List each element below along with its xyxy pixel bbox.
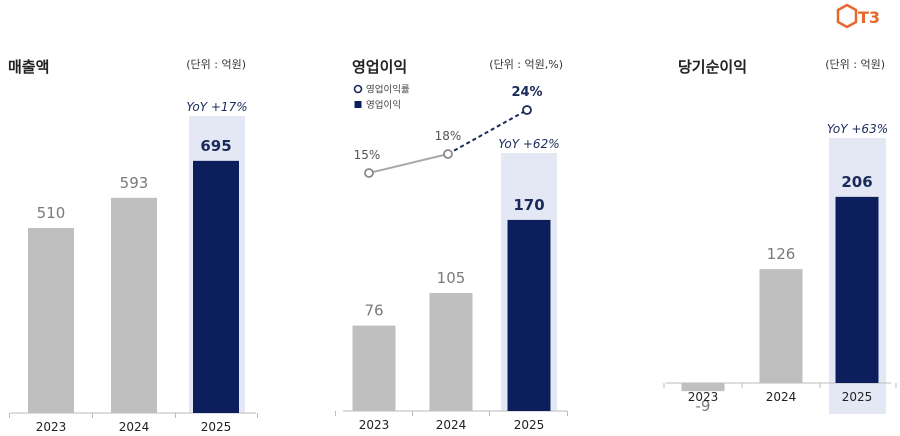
margin-line-segment bbox=[368, 153, 449, 174]
bar-2023 bbox=[681, 383, 725, 392]
bar-value-label: 695 bbox=[200, 137, 231, 155]
bar-value-label: 510 bbox=[37, 204, 66, 222]
margin-point-label: 18% bbox=[435, 129, 462, 143]
chart-1: 매출액 (단위 : 억원) YoY +17% 510 2023 593 2024 695 202… bbox=[8, 58, 258, 434]
chart-title: 영업이익 bbox=[352, 58, 407, 76]
unit-label: (단위 : 억원,%) bbox=[489, 58, 563, 71]
bar-2024 bbox=[429, 292, 473, 411]
bar-2024 bbox=[759, 269, 803, 383]
bar-2025 bbox=[835, 196, 879, 383]
bar-value-label: 76 bbox=[364, 302, 383, 320]
chart-2: 영업이익 (단위 : 억원,%) YoY +62% 76 2023 105 2024 170 2… bbox=[335, 58, 568, 432]
legend-line-label: 영업이익률 bbox=[366, 84, 410, 96]
x-tick-label: 2024 bbox=[119, 420, 150, 434]
t3-logo-text: T3 bbox=[858, 8, 880, 27]
margin-point-label: 24% bbox=[511, 85, 542, 100]
x-tick-label: 2023 bbox=[688, 390, 719, 404]
unit-label: (단위 : 억원) bbox=[186, 58, 246, 71]
bar-2023 bbox=[352, 325, 396, 411]
yoy-annotation: YoY +62% bbox=[498, 137, 559, 151]
margin-point-label: 15% bbox=[354, 148, 381, 162]
x-tick-label: 2025 bbox=[514, 418, 545, 432]
x-tick-label: 2023 bbox=[36, 420, 67, 434]
x-tick-label: 2025 bbox=[201, 420, 232, 434]
legend-bar-marker bbox=[354, 101, 362, 108]
margin-point bbox=[522, 105, 532, 115]
x-tick-label: 2023 bbox=[359, 418, 390, 432]
unit-label: (단위 : 억원) bbox=[825, 58, 885, 71]
margin-point bbox=[443, 149, 453, 159]
t3-logo: T3 bbox=[836, 3, 880, 29]
bar-value-label: 593 bbox=[120, 174, 149, 192]
legend-bar-label: 영업이익 bbox=[366, 99, 401, 111]
legend-line-marker bbox=[353, 84, 363, 94]
margin-point bbox=[364, 168, 374, 178]
bar-2024 bbox=[111, 197, 157, 413]
bar-2023 bbox=[28, 227, 74, 413]
bar-value-label: 126 bbox=[767, 245, 796, 263]
bar-2025 bbox=[193, 160, 239, 413]
margin-line-segment-dashed bbox=[447, 109, 528, 155]
t3-logo-icon bbox=[836, 3, 858, 29]
chart-title: 매출액 bbox=[8, 58, 49, 76]
x-tick-label: 2024 bbox=[766, 390, 797, 404]
yoy-annotation: YoY +63% bbox=[827, 122, 888, 136]
bar-value-label: 105 bbox=[437, 269, 466, 287]
chart-title: 당기순이익 bbox=[678, 58, 747, 76]
bar-value-label: 170 bbox=[513, 196, 544, 214]
bar-value-label: -9 bbox=[696, 397, 711, 415]
x-tick-label: 2024 bbox=[436, 418, 467, 432]
yoy-annotation: YoY +17% bbox=[186, 100, 247, 114]
bar-value-label: 206 bbox=[841, 173, 872, 191]
x-tick-label: 2025 bbox=[842, 390, 873, 404]
bar-2025 bbox=[507, 219, 551, 411]
